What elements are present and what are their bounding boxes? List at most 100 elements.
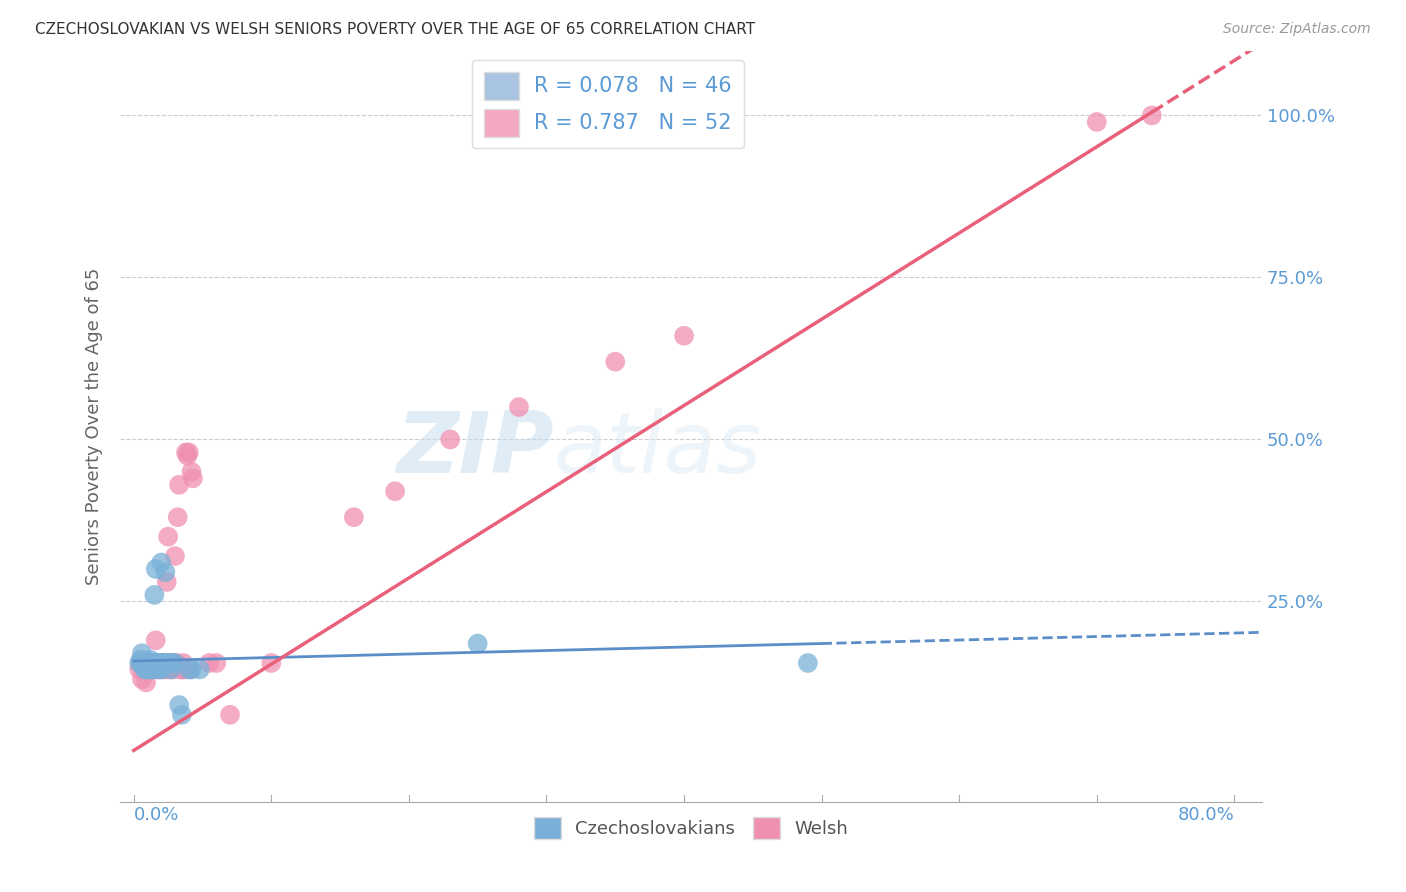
- Point: [148, 656, 170, 670]
- Point: [160, 656, 183, 670]
- Point: [136, 656, 159, 670]
- Point: [132, 656, 155, 670]
- Point: [156, 656, 179, 670]
- Point: [162, 656, 184, 670]
- Point: [159, 656, 181, 670]
- Text: Source: ZipAtlas.com: Source: ZipAtlas.com: [1223, 22, 1371, 37]
- Point: [174, 445, 197, 459]
- Text: ZIP: ZIP: [396, 408, 554, 491]
- Point: [177, 662, 200, 676]
- Point: [132, 659, 155, 673]
- Point: [143, 588, 166, 602]
- Point: [153, 656, 176, 670]
- Point: [129, 656, 152, 670]
- Point: [153, 656, 176, 670]
- Point: [132, 662, 155, 676]
- Point: [467, 636, 489, 650]
- Point: [160, 662, 183, 676]
- Point: [138, 656, 160, 670]
- Point: [142, 656, 165, 670]
- Point: [163, 656, 186, 670]
- Point: [145, 633, 167, 648]
- Y-axis label: Seniors Poverty Over the Age of 65: Seniors Poverty Over the Age of 65: [86, 268, 103, 585]
- Point: [141, 662, 163, 676]
- Point: [152, 656, 174, 670]
- Point: [150, 556, 173, 570]
- Point: [139, 653, 162, 667]
- Point: [131, 672, 153, 686]
- Point: [673, 328, 696, 343]
- Point: [173, 662, 195, 676]
- Point: [605, 354, 627, 368]
- Point: [797, 656, 820, 670]
- Text: atlas: atlas: [554, 408, 762, 491]
- Point: [149, 660, 172, 674]
- Point: [167, 698, 190, 712]
- Point: [141, 662, 163, 676]
- Point: [1085, 115, 1108, 129]
- Point: [138, 656, 160, 670]
- Point: [150, 662, 173, 676]
- Point: [180, 662, 202, 676]
- Point: [141, 656, 163, 670]
- Point: [148, 662, 170, 676]
- Point: [135, 675, 157, 690]
- Text: 80.0%: 80.0%: [1178, 805, 1234, 823]
- Point: [149, 656, 172, 670]
- Point: [139, 662, 162, 676]
- Point: [139, 660, 162, 674]
- Point: [508, 400, 530, 414]
- Point: [152, 656, 174, 670]
- Legend: Czechoslovakians, Welsh: Czechoslovakians, Welsh: [526, 809, 855, 846]
- Point: [384, 484, 406, 499]
- Point: [146, 656, 169, 670]
- Point: [134, 662, 156, 676]
- Point: [149, 656, 172, 670]
- Point: [169, 662, 191, 676]
- Point: [150, 662, 173, 676]
- Point: [135, 659, 157, 673]
- Point: [143, 656, 166, 670]
- Point: [170, 707, 193, 722]
- Point: [134, 662, 156, 676]
- Text: 0.0%: 0.0%: [134, 805, 179, 823]
- Point: [343, 510, 366, 524]
- Point: [176, 449, 198, 463]
- Point: [142, 656, 165, 670]
- Point: [138, 662, 160, 676]
- Point: [136, 662, 159, 676]
- Point: [131, 656, 153, 670]
- Point: [198, 656, 221, 670]
- Point: [148, 662, 170, 676]
- Point: [136, 662, 159, 676]
- Point: [156, 574, 179, 589]
- Point: [155, 662, 177, 676]
- Point: [146, 656, 169, 670]
- Point: [162, 662, 184, 676]
- Point: [177, 445, 200, 459]
- Point: [128, 656, 150, 670]
- Point: [219, 707, 242, 722]
- Point: [170, 662, 193, 676]
- Point: [166, 510, 188, 524]
- Point: [167, 477, 190, 491]
- Point: [145, 562, 167, 576]
- Point: [172, 656, 194, 670]
- Point: [260, 656, 283, 670]
- Point: [179, 662, 201, 676]
- Point: [157, 656, 180, 670]
- Point: [159, 662, 181, 676]
- Point: [205, 656, 228, 670]
- Point: [165, 656, 187, 670]
- Point: [134, 656, 156, 670]
- Point: [128, 662, 150, 676]
- Point: [1140, 108, 1163, 122]
- Point: [157, 530, 180, 544]
- Point: [145, 656, 167, 670]
- Text: CZECHOSLOVAKIAN VS WELSH SENIORS POVERTY OVER THE AGE OF 65 CORRELATION CHART: CZECHOSLOVAKIAN VS WELSH SENIORS POVERTY…: [35, 22, 755, 37]
- Point: [163, 549, 186, 563]
- Point: [162, 656, 184, 670]
- Point: [131, 646, 153, 660]
- Point: [439, 433, 461, 447]
- Point: [129, 653, 152, 667]
